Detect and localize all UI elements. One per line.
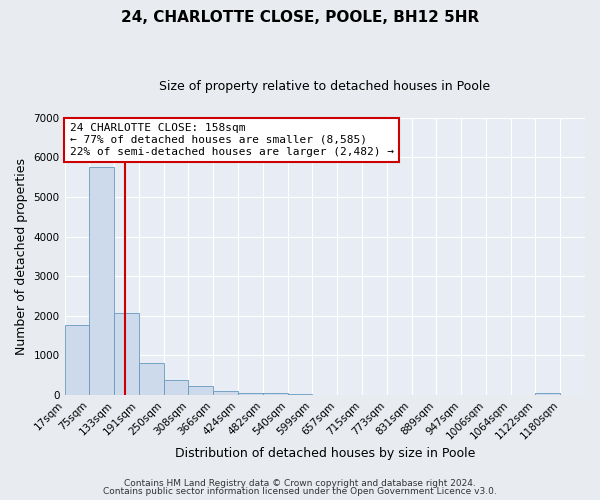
Bar (164, 380, 188, 395)
Text: Contains public sector information licensed under the Open Government Licence v3: Contains public sector information licen… (103, 487, 497, 496)
Bar (89, 168, 114, 395)
Bar (114, 314, 139, 395)
Bar (188, 386, 213, 395)
Bar (287, 394, 313, 395)
Bar (139, 364, 164, 395)
X-axis label: Distribution of detached houses by size in Poole: Distribution of detached houses by size … (175, 447, 475, 460)
Bar (535, 393, 560, 395)
Text: 24 CHARLOTTE CLOSE: 158sqm
← 77% of detached houses are smaller (8,585)
22% of s: 24 CHARLOTTE CLOSE: 158sqm ← 77% of deta… (70, 124, 394, 156)
Text: Contains HM Land Registry data © Crown copyright and database right 2024.: Contains HM Land Registry data © Crown c… (124, 478, 476, 488)
Text: 24, CHARLOTTE CLOSE, POOLE, BH12 5HR: 24, CHARLOTTE CLOSE, POOLE, BH12 5HR (121, 10, 479, 25)
Bar (65, 324, 89, 395)
Y-axis label: Number of detached properties: Number of detached properties (15, 158, 28, 355)
Bar (238, 392, 263, 395)
Bar (213, 390, 238, 395)
Bar (263, 394, 287, 395)
Title: Size of property relative to detached houses in Poole: Size of property relative to detached ho… (159, 80, 490, 93)
